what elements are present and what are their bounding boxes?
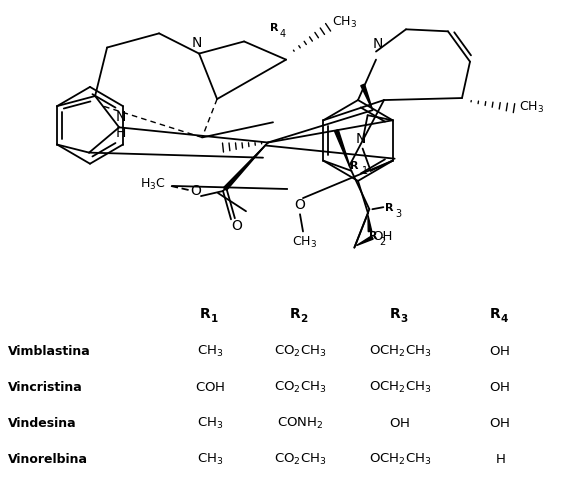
Text: $\mathrm{OCH_{2}CH_{3}}$: $\mathrm{OCH_{2}CH_{3}}$: [369, 343, 431, 358]
Text: $\mathrm{OCH_{2}CH_{3}}$: $\mathrm{OCH_{2}CH_{3}}$: [369, 450, 431, 466]
Text: 1: 1: [210, 313, 218, 324]
Text: $\mathrm{CH_{3}}$: $\mathrm{CH_{3}}$: [197, 415, 223, 430]
Text: R: R: [200, 306, 210, 321]
Text: 2: 2: [301, 313, 308, 324]
Text: $\mathrm{OH}$: $\mathrm{OH}$: [489, 416, 510, 428]
Text: R: R: [369, 231, 377, 241]
Text: $\mathrm{CO_{2}CH_{3}}$: $\mathrm{CO_{2}CH_{3}}$: [274, 450, 326, 466]
Text: N: N: [373, 38, 383, 51]
Text: O: O: [191, 183, 201, 198]
Text: N: N: [192, 37, 202, 50]
Polygon shape: [223, 145, 266, 191]
Text: $\mathrm{CH_{3}}$: $\mathrm{CH_{3}}$: [197, 450, 223, 466]
Text: N: N: [356, 132, 366, 146]
Text: O: O: [231, 219, 243, 233]
Text: 4: 4: [500, 313, 507, 324]
Text: R: R: [350, 161, 359, 170]
Text: R: R: [270, 23, 278, 33]
Text: R: R: [490, 306, 500, 321]
Text: $\mathrm{CONH_{2}}$: $\mathrm{CONH_{2}}$: [277, 415, 323, 430]
Text: R: R: [290, 306, 301, 321]
Text: $\mathrm{OH}$: $\mathrm{OH}$: [390, 416, 411, 428]
Text: R: R: [385, 203, 393, 213]
Text: Vinorelbina: Vinorelbina: [8, 451, 88, 465]
Text: O: O: [295, 198, 306, 212]
Text: 4: 4: [280, 29, 286, 39]
Polygon shape: [368, 216, 372, 232]
Text: $\mathrm{CH_{3}}$: $\mathrm{CH_{3}}$: [332, 15, 357, 30]
Text: N: N: [116, 110, 126, 124]
Text: Vindesina: Vindesina: [8, 416, 77, 428]
Text: OH: OH: [372, 229, 392, 243]
Text: $\mathrm{COH}$: $\mathrm{COH}$: [195, 380, 225, 393]
Text: $\mathrm{CO_{2}CH_{3}}$: $\mathrm{CO_{2}CH_{3}}$: [274, 379, 326, 394]
Text: $\mathrm{H}$: $\mathrm{H}$: [494, 451, 505, 465]
Text: $\mathrm{OCH_{2}CH_{3}}$: $\mathrm{OCH_{2}CH_{3}}$: [369, 379, 431, 394]
Text: $\mathrm{H_{3}C}$: $\mathrm{H_{3}C}$: [140, 177, 166, 192]
Text: R: R: [390, 306, 400, 321]
Text: $\mathrm{OH}$: $\mathrm{OH}$: [489, 380, 510, 393]
Polygon shape: [361, 85, 373, 111]
Polygon shape: [356, 236, 373, 246]
Text: $\mathrm{CH_{3}}$: $\mathrm{CH_{3}}$: [519, 100, 544, 115]
Text: Vincristina: Vincristina: [8, 380, 83, 393]
Text: H: H: [116, 126, 126, 140]
Text: $\mathrm{CH_{3}}$: $\mathrm{CH_{3}}$: [197, 343, 223, 358]
Text: 3: 3: [400, 313, 408, 324]
Text: $\mathrm{CO_{2}CH_{3}}$: $\mathrm{CO_{2}CH_{3}}$: [274, 343, 326, 358]
Text: 3: 3: [395, 209, 401, 219]
Text: $\mathrm{CH_{3}}$: $\mathrm{CH_{3}}$: [293, 235, 318, 249]
Polygon shape: [335, 130, 352, 171]
Text: 1: 1: [362, 165, 368, 175]
Text: $\mathrm{OH}$: $\mathrm{OH}$: [489, 344, 510, 357]
Text: 2: 2: [379, 236, 385, 246]
Text: Vimblastina: Vimblastina: [8, 344, 91, 357]
